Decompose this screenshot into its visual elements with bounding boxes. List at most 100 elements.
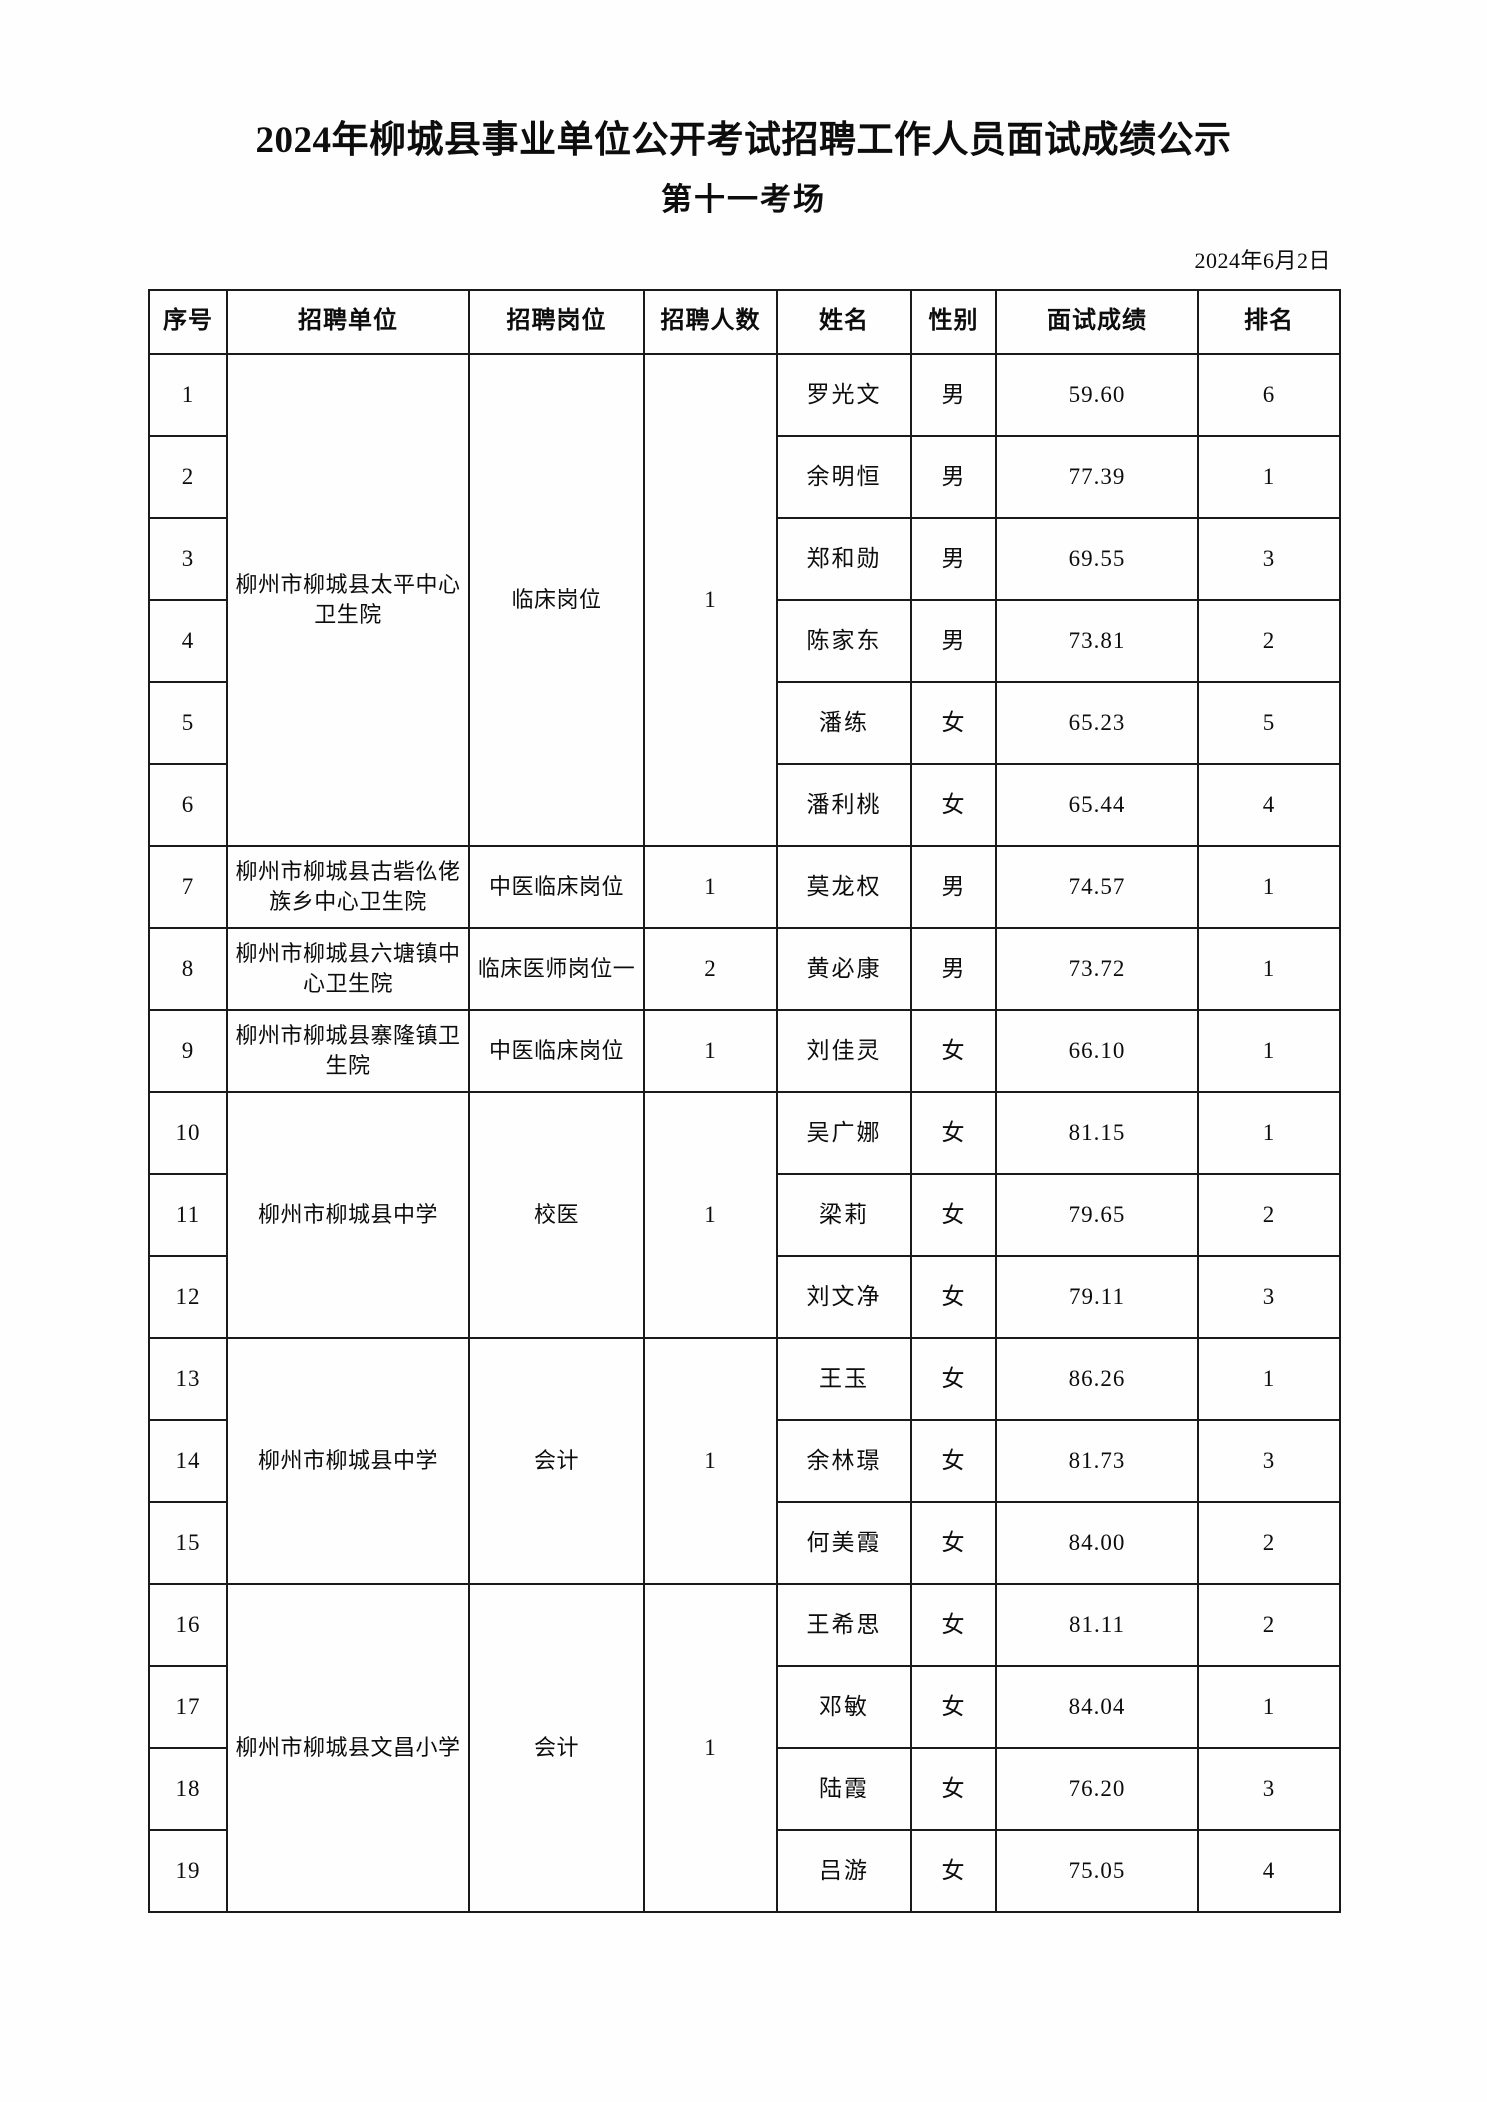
cell-unit: 柳州市柳城县中学 <box>226 1336 470 1585</box>
cell-score: 59.60 <box>995 352 1199 437</box>
cell-score: 75.05 <box>995 1828 1199 1913</box>
col-header-post: 招聘岗位 <box>468 288 645 355</box>
cell-score: 79.11 <box>995 1254 1199 1339</box>
col-header-unit: 招聘单位 <box>226 288 470 355</box>
cell-rank: 5 <box>1197 680 1341 765</box>
table-body: 1 柳州市柳城县太平中心卫生院 临床岗位 1 罗光文男 59.60 6 2 余明恒男 77.39 1… <box>148 352 1341 1913</box>
cell-seq: 12 <box>148 1254 228 1339</box>
cell-name: 陈家东 <box>776 598 912 683</box>
cell-gender: 女 <box>910 1336 997 1421</box>
cell-seq: 19 <box>148 1828 228 1913</box>
cell-rank: 1 <box>1197 1008 1341 1093</box>
cell-seq: 16 <box>148 1582 228 1667</box>
cell-gender: 女 <box>910 1254 997 1339</box>
table-row: 1 柳州市柳城县太平中心卫生院 临床岗位 1 罗光文男 59.60 6 <box>148 352 1341 847</box>
cell-score: 66.10 <box>995 1008 1199 1093</box>
col-header-score: 面试成绩 <box>995 288 1199 355</box>
cell-name: 刘佳灵 <box>776 1008 912 1093</box>
cell-seq: 15 <box>148 1500 228 1585</box>
col-header-name: 姓名 <box>776 288 912 355</box>
cell-count: 1 <box>643 352 778 847</box>
table-row: 10 柳州市柳城县中学 校医 1 吴广娜女 81.15 1 <box>148 1090 1341 1339</box>
cell-name: 潘练 <box>776 680 912 765</box>
cell-name: 王希思 <box>776 1582 912 1667</box>
cell-rank: 1 <box>1197 1664 1341 1749</box>
cell-gender: 男 <box>910 434 997 519</box>
cell-post: 会计 <box>468 1582 645 1913</box>
cell-gender: 女 <box>910 1172 997 1257</box>
table-header: 序号 招聘单位 招聘岗位 招聘人数 姓名 性别 面试成绩 排名 <box>148 288 1341 355</box>
cell-post: 会计 <box>468 1336 645 1585</box>
cell-post: 中医临床岗位 <box>468 1008 645 1093</box>
results-table-container: 序号 招聘单位 招聘岗位 招聘人数 姓名 性别 面试成绩 排名 1 柳州市柳城县太… <box>0 288 1487 1913</box>
cell-name: 何美霞 <box>776 1500 912 1585</box>
cell-rank: 3 <box>1197 1746 1341 1831</box>
table-row: 8 柳州市柳城县六塘镇中心卫生院 临床医师岗位一 2 黄必康男 73.72 1 <box>148 926 1341 1011</box>
cell-unit: 柳州市柳城县寨隆镇卫生院 <box>226 1008 470 1093</box>
cell-score: 77.39 <box>995 434 1199 519</box>
table-row: 9 柳州市柳城县寨隆镇卫生院 中医临床岗位 1 刘佳灵女 66.10 1 <box>148 1008 1341 1093</box>
cell-rank: 2 <box>1197 1500 1341 1585</box>
cell-seq: 4 <box>148 598 228 683</box>
cell-gender: 女 <box>910 1664 997 1749</box>
cell-score: 73.72 <box>995 926 1199 1011</box>
cell-name: 陆霞 <box>776 1746 912 1831</box>
cell-seq: 17 <box>148 1664 228 1749</box>
cell-score: 73.81 <box>995 598 1199 683</box>
cell-seq: 2 <box>148 434 228 519</box>
table-row: 6 潘利桃女 65.44 4 <box>148 762 1341 847</box>
cell-rank: 4 <box>1197 762 1341 847</box>
table-row: 17 邓敏女 84.04 1 <box>148 1664 1341 1749</box>
cell-post: 临床医师岗位一 <box>468 926 645 1011</box>
cell-count: 1 <box>643 844 778 929</box>
cell-gender: 男 <box>910 516 997 601</box>
col-header-gender: 性别 <box>910 288 997 355</box>
cell-seq: 10 <box>148 1090 228 1175</box>
cell-name: 黄必康 <box>776 926 912 1011</box>
cell-seq: 5 <box>148 680 228 765</box>
cell-count: 1 <box>643 1582 778 1913</box>
cell-count: 2 <box>643 926 778 1011</box>
cell-name: 王玉 <box>776 1336 912 1421</box>
cell-gender: 男 <box>910 598 997 683</box>
table-row: 3 郑和勋男 69.55 3 <box>148 516 1341 601</box>
cell-gender: 女 <box>910 1008 997 1093</box>
cell-score: 65.44 <box>995 762 1199 847</box>
cell-seq: 6 <box>148 762 228 847</box>
cell-name: 刘文净 <box>776 1254 912 1339</box>
cell-post: 临床岗位 <box>468 352 645 847</box>
cell-score: 76.20 <box>995 1746 1199 1831</box>
cell-post: 校医 <box>468 1090 645 1339</box>
page-title: 2024年柳城县事业单位公开考试招聘工作人员面试成绩公示 <box>255 120 1232 161</box>
col-header-rank: 排名 <box>1197 288 1341 355</box>
cell-rank: 2 <box>1197 1582 1341 1667</box>
table-row: 11 梁莉女 79.65 2 <box>148 1172 1341 1257</box>
cell-score: 69.55 <box>995 516 1199 601</box>
cell-post: 中医临床岗位 <box>468 844 645 929</box>
cell-gender: 男 <box>910 926 997 1011</box>
cell-gender: 女 <box>910 1500 997 1585</box>
cell-gender: 女 <box>910 1828 997 1913</box>
cell-score: 74.57 <box>995 844 1199 929</box>
cell-seq: 11 <box>148 1172 228 1257</box>
table-row: 7 柳州市柳城县古砦仫佬族乡中心卫生院 中医临床岗位 1 莫龙权男 74.57 1 <box>148 844 1341 929</box>
cell-rank: 3 <box>1197 516 1341 601</box>
cell-rank: 2 <box>1197 598 1341 683</box>
cell-seq: 8 <box>148 926 228 1011</box>
cell-name: 潘利桃 <box>776 762 912 847</box>
cell-name: 余林璟 <box>776 1418 912 1503</box>
cell-score: 84.00 <box>995 1500 1199 1585</box>
cell-name: 邓敏 <box>776 1664 912 1749</box>
table-row: 2 余明恒男 77.39 1 <box>148 434 1341 519</box>
table-row: 5 潘练女 65.23 5 <box>148 680 1341 765</box>
cell-name: 吕游 <box>776 1828 912 1913</box>
cell-gender: 女 <box>910 680 997 765</box>
cell-rank: 3 <box>1197 1418 1341 1503</box>
col-header-seq: 序号 <box>148 288 228 355</box>
table-row: 4 陈家东男 73.81 2 <box>148 598 1341 683</box>
cell-gender: 女 <box>910 762 997 847</box>
cell-name: 罗光文 <box>776 352 912 437</box>
cell-score: 81.11 <box>995 1582 1199 1667</box>
table-row: 15 何美霞女 84.00 2 <box>148 1500 1341 1585</box>
